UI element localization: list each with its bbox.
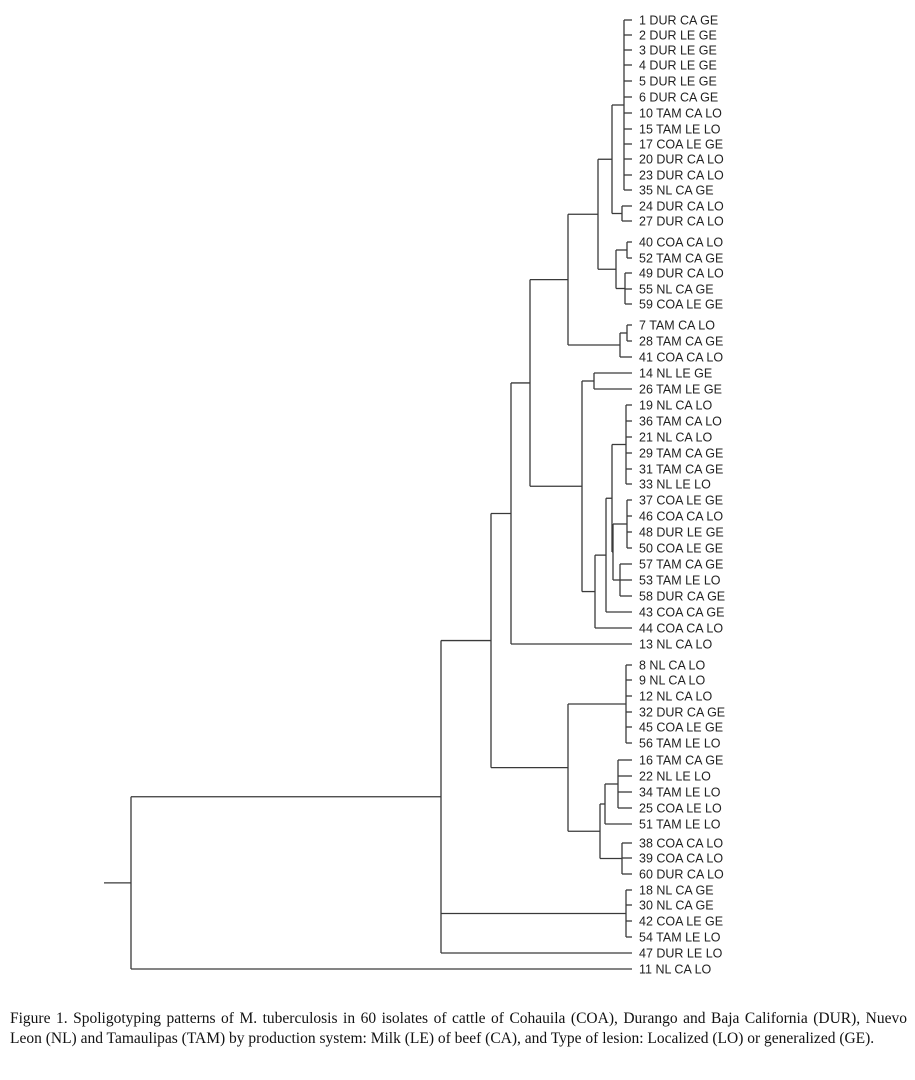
leaf-label-25: 25 COA LE LO xyxy=(639,802,722,816)
leaf-label-43: 43 COA CA GE xyxy=(639,606,724,620)
leaf-label-8: 8 NL CA LO xyxy=(639,659,706,673)
leaf-label-6: 6 DUR CA GE xyxy=(639,91,718,105)
leaf-label-10: 10 TAM CA LO xyxy=(639,107,722,121)
leaf-label-35: 35 NL CA GE xyxy=(639,184,714,198)
leaf-label-45: 45 COA LE GE xyxy=(639,721,723,735)
leaf-label-59: 59 COA LE GE xyxy=(639,298,723,312)
leaf-label-29: 29 TAM CA GE xyxy=(639,447,723,461)
leaf-label-21: 21 NL CA LO xyxy=(639,431,712,445)
leaf-label-52: 52 TAM CA GE xyxy=(639,252,723,266)
leaf-label-36: 36 TAM CA LO xyxy=(639,415,722,429)
leaf-label-22: 22 NL LE LO xyxy=(639,770,711,784)
dendrogram-branches xyxy=(104,19,632,970)
leaf-label-40: 40 COA CA LO xyxy=(639,236,723,250)
leaf-label-50: 50 COA LE GE xyxy=(639,542,723,556)
leaf-label-28: 28 TAM CA GE xyxy=(639,335,723,349)
leaf-label-41: 41 COA CA LO xyxy=(639,351,723,365)
leaf-label-47: 47 DUR LE LO xyxy=(639,947,723,961)
leaf-label-23: 23 DUR CA LO xyxy=(639,169,724,183)
leaf-label-12: 12 NL CA LO xyxy=(639,690,712,704)
leaf-label-42: 42 COA LE GE xyxy=(639,915,723,929)
leaf-label-38: 38 COA CA LO xyxy=(639,837,723,851)
leaf-label-55: 55 NL CA GE xyxy=(639,283,714,297)
leaf-label-33: 33 NL LE LO xyxy=(639,478,711,492)
leaf-label-1: 1 DUR CA GE xyxy=(639,14,718,28)
leaf-label-53: 53 TAM LE LO xyxy=(639,574,721,588)
leaf-label-14: 14 NL LE GE xyxy=(639,367,712,381)
leaf-label-60: 60 DUR CA LO xyxy=(639,868,724,882)
leaf-label-16: 16 TAM CA GE xyxy=(639,754,723,768)
leaf-label-17: 17 COA LE GE xyxy=(639,138,723,152)
leaf-label-26: 26 TAM LE GE xyxy=(639,383,722,397)
figure-caption: Figure 1. Spoligotyping patterns of M. t… xyxy=(10,1010,907,1047)
leaf-label-51: 51 TAM LE LO xyxy=(639,818,721,832)
leaf-label-19: 19 NL CA LO xyxy=(639,399,712,413)
leaf-label-30: 30 NL CA GE xyxy=(639,899,714,913)
leaf-label-20: 20 DUR CA LO xyxy=(639,153,724,167)
leaf-label-7: 7 TAM CA LO xyxy=(639,319,715,333)
leaf-label-31: 31 TAM CA GE xyxy=(639,463,723,477)
leaf-label-13: 13 NL CA LO xyxy=(639,638,712,652)
leaf-label-15: 15 TAM LE LO xyxy=(639,123,721,137)
dendrogram-leaf-labels: 1 DUR CA GE2 DUR LE GE3 DUR LE GE4 DUR L… xyxy=(639,14,725,977)
leaf-label-18: 18 NL CA GE xyxy=(639,884,714,898)
leaf-label-3: 3 DUR LE GE xyxy=(639,44,717,58)
leaf-label-57: 57 TAM CA GE xyxy=(639,558,723,572)
leaf-label-46: 46 COA CA LO xyxy=(639,510,723,524)
dendrogram: 1 DUR CA GE2 DUR LE GE3 DUR LE GE4 DUR L… xyxy=(104,14,725,977)
leaf-label-54: 54 TAM LE LO xyxy=(639,931,721,945)
leaf-label-5: 5 DUR LE GE xyxy=(639,75,717,89)
leaf-label-39: 39 COA CA LO xyxy=(639,852,723,866)
leaf-label-4: 4 DUR LE GE xyxy=(639,59,717,73)
leaf-label-49: 49 DUR CA LO xyxy=(639,267,724,281)
leaf-label-58: 58 DUR CA GE xyxy=(639,590,725,604)
leaf-label-44: 44 COA CA LO xyxy=(639,622,723,636)
leaf-label-11: 11 NL CA LO xyxy=(639,963,712,977)
leaf-label-34: 34 TAM LE LO xyxy=(639,786,721,800)
leaf-label-48: 48 DUR LE GE xyxy=(639,526,724,540)
leaf-label-27: 27 DUR CA LO xyxy=(639,215,724,229)
leaf-label-2: 2 DUR LE GE xyxy=(639,29,717,43)
leaf-label-37: 37 COA LE GE xyxy=(639,494,723,508)
leaf-label-9: 9 NL CA LO xyxy=(639,674,706,688)
leaf-label-32: 32 DUR CA GE xyxy=(639,706,725,720)
leaf-label-56: 56 TAM LE LO xyxy=(639,737,721,751)
leaf-label-24: 24 DUR CA LO xyxy=(639,200,724,214)
